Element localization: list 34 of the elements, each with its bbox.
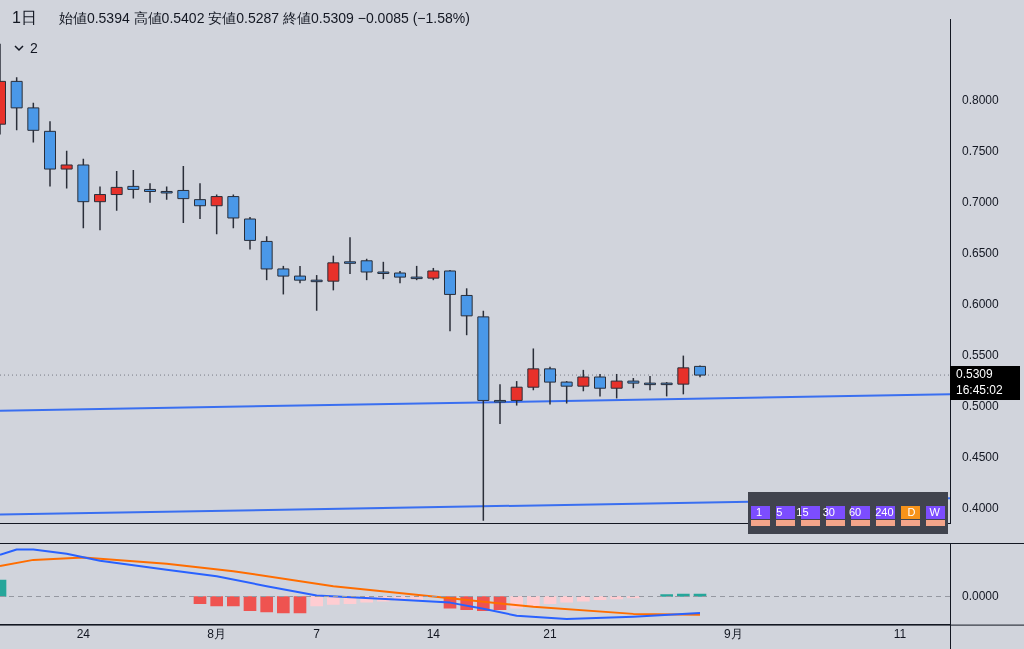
y-tick-label: 0.6500 bbox=[962, 245, 1000, 260]
text: 16:45:02 bbox=[956, 383, 1004, 398]
y-tick-label: 0.7500 bbox=[962, 144, 1000, 159]
y-tick-label: 0.5000 bbox=[962, 398, 1000, 413]
x-tick-label: 21 bbox=[543, 627, 557, 642]
x-tick-label: 24 bbox=[76, 627, 91, 642]
x-tick-label: 8月 bbox=[207, 627, 227, 642]
bar bbox=[527, 596, 540, 607]
bar bbox=[210, 596, 223, 607]
y-tick-label: 0.8000 bbox=[962, 93, 1000, 108]
ref-line-label: 0.5309 bbox=[956, 367, 994, 382]
bar bbox=[277, 596, 290, 614]
bar bbox=[243, 596, 257, 611]
bar bbox=[260, 596, 273, 613]
chart-subtitle: 始値0.5394 高値0.5402 安値0.5287 終値0.5309 −0.0085 (−1.58%) bbox=[58, 10, 470, 28]
y-tick-label: 0.4000 bbox=[962, 500, 1000, 515]
y-tick-label: 0.6000 bbox=[962, 296, 1000, 311]
x-tick-label: 14 bbox=[426, 627, 441, 642]
bar bbox=[543, 596, 557, 604]
bar bbox=[193, 596, 207, 604]
candlestick bbox=[344, 236, 356, 275]
ref-line-label: 0.0000 bbox=[962, 588, 1000, 603]
x-tick-label: 11 bbox=[893, 627, 907, 642]
bar bbox=[310, 596, 323, 607]
y-tick-label: 0.7000 bbox=[962, 195, 1000, 209]
bar bbox=[227, 596, 240, 607]
bar bbox=[293, 596, 307, 614]
candlestick bbox=[544, 366, 556, 406]
x-tick-label: 9月 bbox=[723, 627, 743, 642]
annotation: 2 bbox=[30, 40, 38, 56]
chart-title: 1日 bbox=[12, 8, 37, 28]
x-tick-label: 7 bbox=[313, 627, 321, 642]
y-tick-label: 0.4500 bbox=[962, 449, 1000, 464]
y-tick-label: 0.5500 bbox=[962, 347, 1000, 362]
